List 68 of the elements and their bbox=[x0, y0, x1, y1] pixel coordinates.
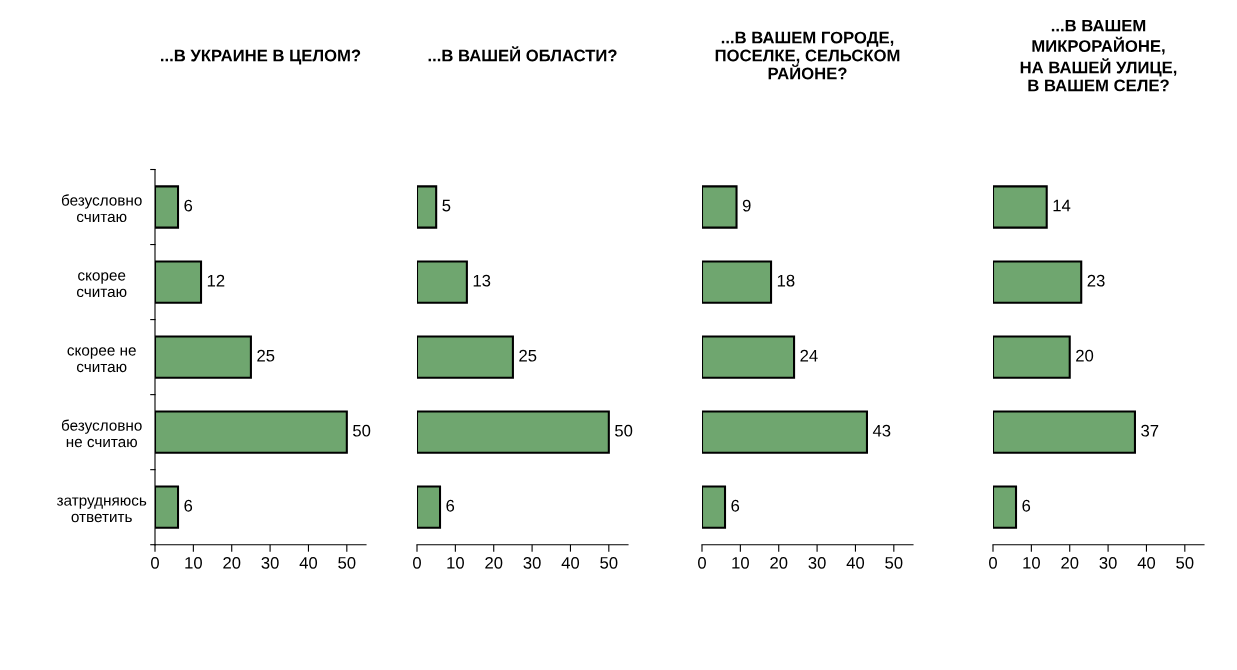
bar bbox=[993, 485, 1018, 529]
bar bbox=[417, 335, 514, 379]
data-label: 50 bbox=[353, 424, 371, 437]
data-label: 6 bbox=[184, 499, 193, 512]
chart-title: ...В ВАШЕМ МИКРОРАЙОНЕ, НА ВАШЕЙ УЛИЦЕ, В ВАШЕМ СЕЛЕ? bbox=[1020, 19, 1177, 92]
data-label: 6 bbox=[731, 499, 740, 512]
data-label: 5 bbox=[442, 199, 451, 212]
x-tick-label: 30 bbox=[523, 556, 541, 569]
data-label: 20 bbox=[1076, 349, 1094, 362]
x-tick-label: 20 bbox=[485, 556, 503, 569]
x-tick-label: 50 bbox=[338, 556, 356, 569]
x-tick-label: 40 bbox=[561, 556, 580, 569]
x-tick-label: 40 bbox=[1137, 556, 1156, 569]
x-tick-label: 50 bbox=[600, 556, 618, 569]
data-label: 12 bbox=[207, 274, 225, 287]
y-tick-label: скорее не считаю bbox=[67, 347, 136, 373]
bar bbox=[702, 185, 738, 229]
data-label: 43 bbox=[872, 424, 891, 437]
data-label: 25 bbox=[257, 349, 275, 362]
data-label: 37 bbox=[1141, 424, 1159, 437]
x-tick-label: 10 bbox=[732, 556, 749, 569]
x-tick-label: 20 bbox=[1061, 556, 1079, 569]
data-label: 24 bbox=[800, 349, 818, 362]
x-tick-label: 50 bbox=[885, 556, 903, 569]
y-tick-label: затрудняюсь ответить bbox=[56, 497, 147, 523]
x-tick-label: 20 bbox=[770, 556, 788, 569]
bar bbox=[993, 260, 1083, 304]
bar bbox=[417, 410, 610, 454]
x-tick-label: 10 bbox=[1023, 556, 1040, 569]
data-label: 13 bbox=[473, 274, 491, 287]
bar bbox=[993, 410, 1136, 454]
x-tick-label: 50 bbox=[1176, 556, 1194, 569]
bar bbox=[417, 260, 468, 304]
bar bbox=[702, 260, 773, 304]
data-label: 23 bbox=[1087, 274, 1105, 287]
bar bbox=[993, 185, 1048, 229]
x-tick-label: 0 bbox=[698, 556, 706, 569]
data-label: 6 bbox=[446, 499, 455, 512]
x-tick-label: 0 bbox=[413, 556, 421, 569]
x-tick-label: 10 bbox=[447, 556, 464, 569]
chart-title: ...В ВАШЕЙ ОБЛАСТИ? bbox=[428, 46, 617, 62]
bar bbox=[702, 485, 727, 529]
x-tick-label: 40 bbox=[846, 556, 865, 569]
x-tick-label: 20 bbox=[223, 556, 241, 569]
bar bbox=[993, 335, 1071, 379]
y-tick-label: безусловно считаю bbox=[61, 194, 142, 223]
x-tick-label: 10 bbox=[185, 556, 202, 569]
chart-title: ...В ВАШЕМ ГОРОДЕ, ПОСЕЛКЕ, СЕЛЬСКОМ РАЙОНЕ? bbox=[715, 31, 900, 80]
data-label: 14 bbox=[1053, 199, 1071, 212]
x-tick-label: 40 bbox=[299, 556, 318, 569]
x-tick-label: 30 bbox=[261, 556, 279, 569]
data-label: 9 bbox=[742, 199, 751, 212]
y-tick-label: скорее считаю bbox=[76, 272, 127, 298]
bar bbox=[417, 185, 438, 229]
bar bbox=[417, 485, 442, 529]
data-label: 50 bbox=[615, 424, 633, 437]
data-label: 6 bbox=[1022, 499, 1031, 512]
data-label: 18 bbox=[777, 274, 795, 287]
data-label: 25 bbox=[519, 349, 537, 362]
bar bbox=[702, 335, 796, 379]
x-tick-label: 30 bbox=[808, 556, 826, 569]
chart-title: ...В УКРАИНЕ В ЦЕЛОМ? bbox=[161, 49, 361, 65]
data-label: 6 bbox=[184, 199, 193, 212]
y-tick-label: безусловно не считаю bbox=[61, 419, 142, 448]
x-tick-label: 30 bbox=[1099, 556, 1117, 569]
bar bbox=[702, 410, 868, 454]
x-tick-label: 0 bbox=[989, 556, 997, 569]
x-tick-label: 0 bbox=[151, 556, 159, 569]
